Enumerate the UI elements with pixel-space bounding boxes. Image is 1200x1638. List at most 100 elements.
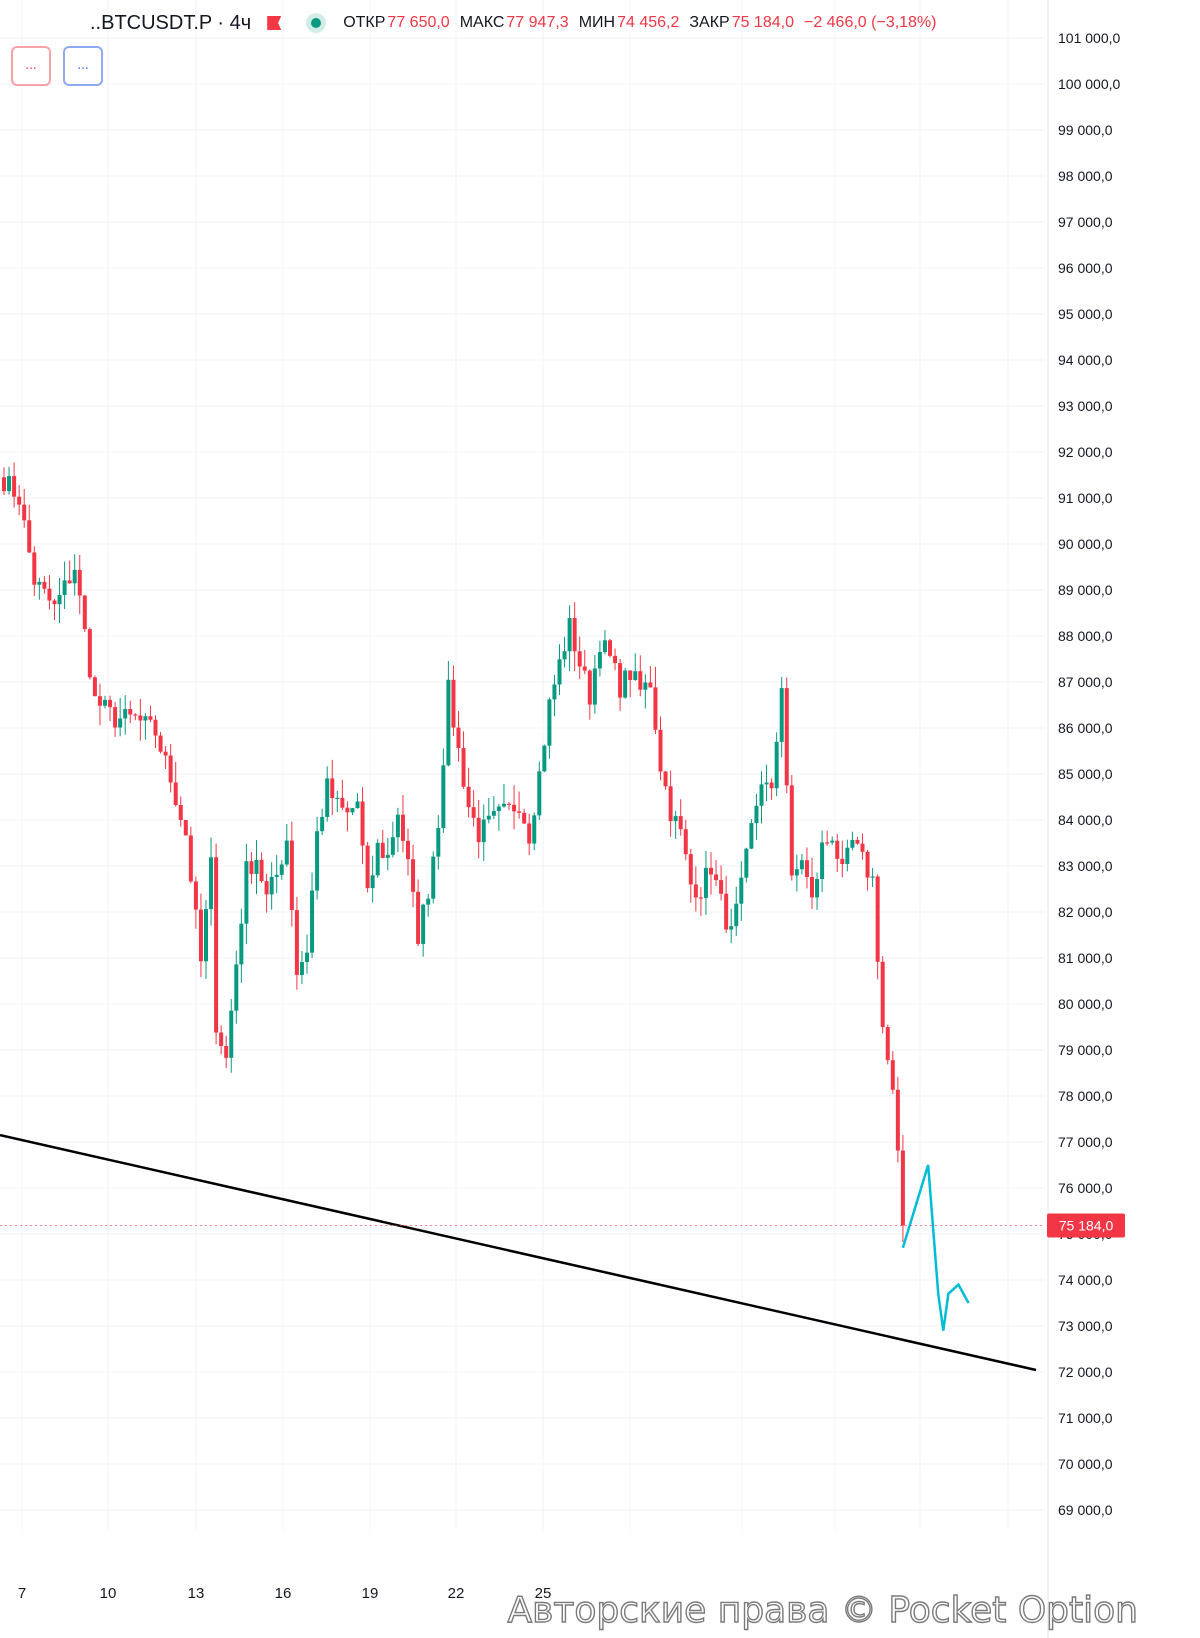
y-tick-label: 85 000,0 <box>1058 766 1113 782</box>
candle-body <box>259 859 264 882</box>
chart-header: ..BTCUSDT.P · 4ч ОТКР 77 650,0 МАКС 77 9… <box>90 8 937 38</box>
candle-body <box>698 897 703 899</box>
candles-layer <box>2 462 905 1242</box>
y-tick-label: 77 000,0 <box>1058 1134 1113 1150</box>
y-tick-label: 98 000,0 <box>1058 168 1113 184</box>
candle-body <box>269 876 274 895</box>
candle-body <box>118 718 123 728</box>
candle-body <box>446 679 451 766</box>
candle-body <box>789 785 794 876</box>
candle-body <box>658 729 663 772</box>
y-tick-label: 76 000,0 <box>1058 1180 1113 1196</box>
candle-body <box>153 719 158 736</box>
candle-body <box>734 903 739 927</box>
candle-body <box>466 786 471 808</box>
candle-body <box>648 682 653 688</box>
y-tick-label: 83 000,0 <box>1058 858 1113 874</box>
y-tick-label: 72 000,0 <box>1058 1364 1113 1380</box>
candle-body <box>527 823 532 844</box>
candle-body <box>32 552 37 585</box>
candle-body <box>305 952 309 963</box>
candle-body <box>840 858 845 865</box>
candle-body <box>77 569 82 596</box>
candle-body <box>476 817 481 843</box>
candle-body <box>643 682 648 690</box>
candle-body <box>421 904 426 944</box>
candle-body <box>491 811 496 816</box>
candle-body <box>406 840 410 860</box>
candle-body <box>810 877 814 898</box>
indicator-button-1[interactable]: ... <box>11 46 51 86</box>
candle-body <box>279 864 284 875</box>
time-axis[interactable]: 7 10 13 16 19 22 25 <box>18 1585 552 1602</box>
candle-body <box>749 823 754 849</box>
candle-body <box>754 805 759 824</box>
candle-body <box>719 880 724 894</box>
candle-body <box>779 688 784 742</box>
last-price-label: 75 184,0 <box>1059 1218 1114 1234</box>
candle-body <box>820 842 825 879</box>
candle-body <box>133 714 138 716</box>
candle-body <box>602 640 607 653</box>
candle-body <box>552 684 557 700</box>
candle-body <box>108 699 113 708</box>
candle-body <box>900 1150 905 1226</box>
candle-body <box>714 874 719 881</box>
candle-body <box>400 814 405 841</box>
candle-body <box>855 839 860 844</box>
candle-body <box>219 1032 224 1047</box>
candle-body <box>471 807 476 818</box>
candle-body <box>663 771 668 787</box>
candle-body <box>799 860 804 870</box>
high-label: МАКС <box>459 14 505 31</box>
y-tick-label: 99 000,0 <box>1058 122 1113 138</box>
y-tick-label: 78 000,0 <box>1058 1088 1113 1104</box>
candle-body <box>577 651 582 667</box>
candle-body <box>587 670 592 705</box>
candle-body <box>310 890 315 953</box>
symbol-title[interactable]: ..BTCUSDT.P · 4ч <box>90 11 252 34</box>
candle-body <box>572 618 577 652</box>
candle-body <box>168 755 173 783</box>
low-label: МИН <box>578 14 616 31</box>
close-label: ЗАКР <box>689 14 730 31</box>
y-tick-label: 91 000,0 <box>1058 490 1113 506</box>
candle-body <box>668 786 673 822</box>
x-tick-label: 7 <box>18 1585 26 1602</box>
candle-body <box>370 875 375 889</box>
indicator-button-2[interactable]: ... <box>63 46 103 86</box>
candle-body <box>345 807 350 813</box>
candle-body <box>214 857 219 1033</box>
candle-body <box>57 594 62 605</box>
candle-body <box>294 910 299 975</box>
candle-body <box>633 671 638 680</box>
candle-body <box>678 816 683 830</box>
candle-body <box>148 716 153 720</box>
y-tick-label: 74 000,0 <box>1058 1272 1113 1288</box>
candle-body <box>173 782 178 805</box>
candle-body <box>12 476 17 497</box>
candle-body <box>507 803 511 805</box>
y-tick-label: 101 000,0 <box>1058 30 1120 46</box>
candle-body <box>360 801 365 846</box>
candle-body <box>542 745 547 772</box>
candle-body <box>597 652 602 669</box>
candle-body <box>845 847 850 865</box>
candle-body <box>693 884 698 898</box>
candle-body <box>103 699 107 706</box>
flag-icon[interactable] <box>267 16 282 30</box>
candle-body <box>37 581 42 585</box>
candle-body <box>835 840 840 859</box>
y-tick-label: 95 000,0 <box>1058 306 1113 322</box>
candle-body <box>128 709 133 715</box>
y-tick-label: 94 000,0 <box>1058 352 1113 368</box>
candle-body <box>163 751 168 756</box>
price-axis[interactable]: 101 000,0 100 000,0 99 000,0 98 000,0 97 000… <box>1047 30 1125 1518</box>
candle-body <box>224 1046 229 1058</box>
candle-body <box>486 815 491 820</box>
candle-body <box>537 771 542 816</box>
candle-body <box>759 784 764 806</box>
candle-body <box>72 569 77 584</box>
candle-body <box>501 803 506 807</box>
